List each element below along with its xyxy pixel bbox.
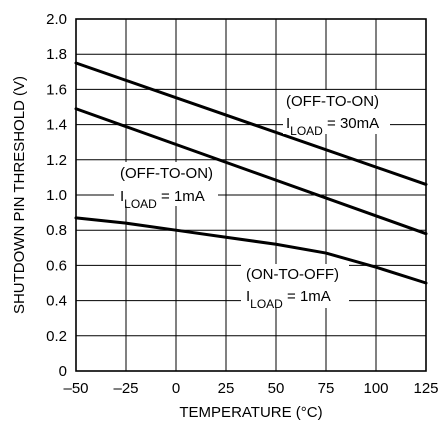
series-layer: [74, 61, 428, 285]
x-tick-label: 100: [363, 380, 388, 397]
y-tick-label: 1.4: [46, 117, 67, 134]
y-tick-label: 0.8: [46, 222, 67, 239]
annotation-2-line2: ILOAD = 1mA: [120, 188, 205, 211]
y-tick-label: 1.8: [46, 46, 67, 63]
x-axis-label: TEMPERATURE (°C): [179, 404, 322, 421]
annotation-3-line1: (ON-TO-OFF): [246, 266, 339, 283]
y-tick-label: 1.6: [46, 81, 67, 98]
x-tick-label: –25: [113, 380, 138, 397]
x-tick-label: –50: [63, 380, 88, 397]
y-tick-label: 0.2: [46, 328, 67, 345]
annotation-2-bg: [114, 162, 218, 206]
annotation-3-line2: ILOAD = 1mA: [246, 288, 331, 311]
x-tick-label: 50: [268, 380, 285, 397]
y-tick-label: 0.6: [46, 257, 67, 274]
y-tick-label: 0.4: [46, 293, 67, 310]
annotation-1-line1: (OFF-TO-ON): [286, 93, 379, 110]
series-line-off-to-on-1ma: [74, 107, 428, 236]
y-tick-label: 2.0: [46, 11, 67, 28]
annotation-3-bg: [241, 264, 349, 308]
x-tick-label: 75: [318, 380, 335, 397]
axis-layer: TEMPERATURE (°C) SHUTDOWN PIN THRESHOLD …: [11, 18, 427, 421]
grid-layer: [75, 18, 427, 372]
annotation-layer: (OFF-TO-ON) ILOAD = 30mA (OFF-TO-ON) ILO…: [114, 90, 390, 311]
x-tick-label: 125: [413, 380, 438, 397]
x-tick-label: 0: [172, 380, 180, 397]
annotation-1-line2: ILOAD = 30mA: [286, 115, 379, 138]
x-tick-label: 25: [218, 380, 235, 397]
y-tick-label: 0: [59, 363, 67, 380]
plot-frame: [75, 18, 427, 372]
series-line-on-to-off-1ma: [74, 216, 428, 285]
annotation-1-bg: [283, 90, 390, 134]
y-axis-label: SHUTDOWN PIN THRESHOLD (V): [11, 76, 28, 314]
annotation-2-line1: (OFF-TO-ON): [120, 165, 213, 182]
y-tick-label: 1.0: [46, 187, 67, 204]
tick-layer: –50 –25 0 25 50 75 100 125 0 0.2 0.4 0.6 0.8 1.0 1.2 1.…: [46, 11, 438, 397]
y-tick-label: 1.2: [46, 152, 67, 169]
series-line-off-to-on-30ma: [74, 61, 428, 186]
